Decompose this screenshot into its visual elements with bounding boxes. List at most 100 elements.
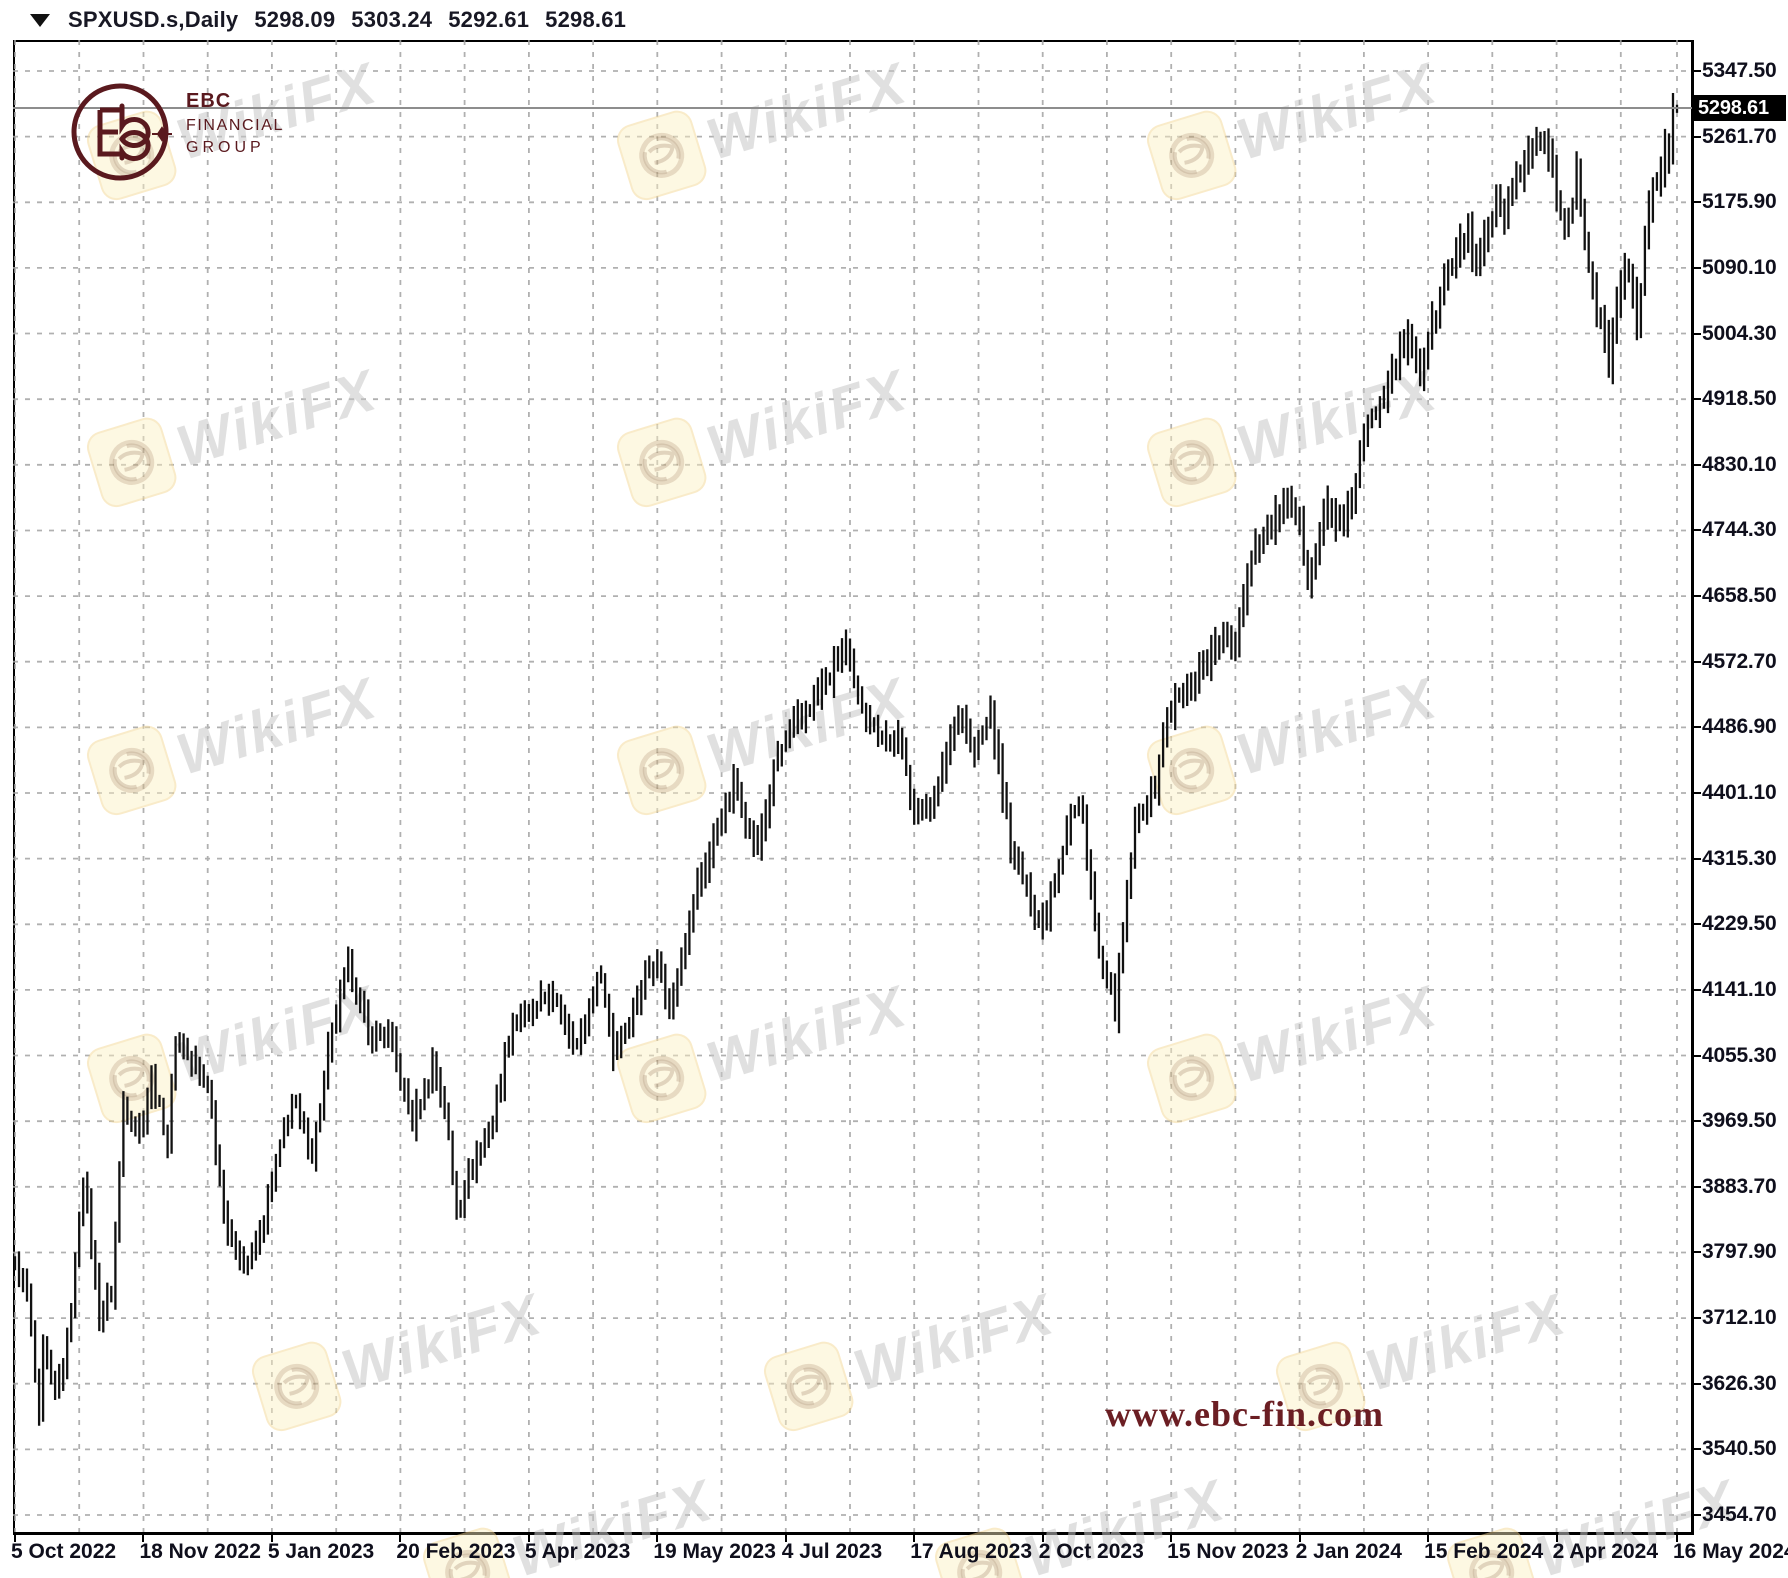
price-axis-label: 3712.10 [1702, 1306, 1777, 1330]
time-axis-tick [399, 1532, 402, 1542]
time-axis-label: 5 Apr 2023 [524, 1540, 631, 1563]
wikifx-eagle-icon [930, 1523, 1029, 1578]
current-price-tag: 5298.61 [1693, 95, 1786, 122]
time-axis-tick [270, 1532, 273, 1542]
wikifx-watermark-text: WikiFX [699, 973, 914, 1096]
price-axis-label: 5090.10 [1702, 255, 1777, 279]
wikifx-watermark: WikiFX [612, 967, 916, 1128]
wikifx-watermark: WikiFX [1142, 967, 1446, 1128]
wikifx-eagle-icon [612, 413, 711, 512]
wikifx-eagle-icon [247, 1337, 346, 1436]
wikifx-watermark: WikiFX [247, 1275, 551, 1436]
ebc-wordmark-line1: EBC [186, 90, 232, 112]
wikifx-eagle-icon [1442, 1523, 1541, 1578]
wikifx-eagle-icon [612, 106, 711, 205]
price-axis-label: 3626.30 [1702, 1371, 1777, 1395]
price-axis-tick [1692, 1317, 1701, 1320]
wikifx-watermark-text: WikiFX [334, 1281, 549, 1404]
time-axis-label: 2 Oct 2023 [1038, 1540, 1144, 1563]
ebc-wordmark-line2: FINANCIAL [186, 117, 284, 134]
time-axis-label: 20 Feb 2023 [396, 1540, 516, 1563]
time-axis-tick [1170, 1532, 1173, 1542]
time-axis-tick [1555, 1532, 1558, 1542]
time-axis-tick [14, 1532, 16, 1542]
wikifx-watermark: WikiFX [1442, 1461, 1746, 1578]
wikifx-watermark-text: WikiFX [1229, 357, 1444, 480]
symbol-period-label: SPXUSD.s,Daily [68, 7, 239, 32]
wikifx-watermark-text: WikiFX [169, 357, 384, 480]
price-axis-tick [1692, 1382, 1701, 1385]
wikifx-eagle-icon [82, 721, 181, 820]
time-axis-line[interactable] [13, 1532, 1694, 1535]
wikifx-watermark-text: WikiFX [699, 50, 914, 173]
wikifx-watermark-text: WikiFX [1358, 1281, 1573, 1404]
time-axis-tick [656, 1532, 659, 1542]
ebc-monogram-icon [71, 83, 172, 181]
price-axis-tick [1692, 135, 1701, 138]
price-axis-tick [1692, 857, 1701, 860]
price-axis-tick [1692, 988, 1701, 991]
time-axis-label: 5 Oct 2022 [11, 1540, 117, 1563]
ebc-logo: EBC FINANCIAL GROUP [68, 78, 368, 184]
price-axis-label: 3797.90 [1702, 1240, 1777, 1264]
wikifx-watermark: WikiFX [612, 44, 916, 205]
wikifx-eagle-icon [418, 1523, 517, 1578]
price-axis-tick [1692, 1054, 1701, 1057]
wikifx-watermark: WikiFX [1142, 44, 1446, 205]
price-axis-tick [1692, 201, 1701, 204]
wikifx-watermark-text: WikiFX [1229, 665, 1444, 788]
price-axis-line[interactable] [1691, 40, 1694, 1534]
price-axis-label: 4486.90 [1702, 715, 1777, 739]
ohlc-low-value: 5292.61 [448, 7, 530, 32]
wikifx-watermark: WikiFX [418, 1461, 722, 1578]
wikifx-watermark-text: WikiFX [169, 973, 384, 1096]
price-axis-label: 4744.30 [1702, 518, 1777, 542]
wikifx-watermark: WikiFX [1142, 659, 1446, 820]
wikifx-watermark-text: WikiFX [169, 665, 384, 788]
ohlc-open-value: 5298.09 [254, 7, 336, 32]
price-axis-label: 4658.50 [1702, 584, 1777, 608]
wikifx-eagle-icon [1142, 721, 1241, 820]
time-axis-tick [1676, 1532, 1678, 1542]
price-axis-label: 5004.30 [1702, 321, 1777, 345]
time-axis-tick [142, 1532, 145, 1542]
price-axis-tick [1692, 660, 1701, 663]
price-axis-tick [1692, 1185, 1701, 1188]
wikifx-eagle-icon [759, 1337, 858, 1436]
wikifx-watermark-text: WikiFX [1229, 50, 1444, 173]
price-axis-label: 5261.70 [1702, 124, 1777, 148]
chart-collapse-triangle-icon[interactable] [30, 13, 50, 27]
time-axis-tick [527, 1532, 530, 1542]
wikifx-watermark: WikiFX [1142, 351, 1446, 512]
price-axis-label: 4918.50 [1702, 387, 1777, 411]
price-axis-label: 4229.50 [1702, 912, 1777, 936]
price-axis-label: 3883.70 [1702, 1174, 1777, 1198]
price-axis-label: 4830.10 [1702, 452, 1777, 476]
wikifx-watermark: WikiFX [82, 967, 386, 1128]
price-axis-label: 4401.10 [1702, 781, 1777, 804]
price-axis-tick [1692, 529, 1701, 532]
price-axis-tick [1692, 1120, 1701, 1123]
wikifx-watermark: WikiFX [612, 659, 916, 820]
time-axis-tick [784, 1532, 787, 1542]
wikifx-watermark: WikiFX [612, 351, 916, 512]
wikifx-eagle-icon [612, 721, 711, 820]
price-axis-tick [1692, 1251, 1701, 1254]
price-axis-tick [1692, 332, 1701, 335]
ebc-website-url: www.ebc-fin.com [1105, 1394, 1384, 1434]
wikifx-watermark: WikiFX [82, 351, 386, 512]
price-axis-tick [1692, 792, 1701, 794]
price-axis-tick [1692, 923, 1701, 926]
wikifx-watermark-text: WikiFX [699, 357, 914, 480]
price-axis-tick [1692, 398, 1701, 401]
time-axis-label: 5 Jan 2023 [267, 1540, 375, 1563]
wikifx-eagle-icon [612, 1029, 711, 1128]
price-axis-label: 4141.10 [1702, 977, 1777, 1001]
price-axis-label: 5347.50 [1702, 59, 1777, 82]
time-axis-label: 19 May 2023 [653, 1540, 776, 1563]
plot-border-top [13, 40, 1692, 42]
price-axis-label: 3454.70 [1702, 1503, 1777, 1526]
time-axis-tick [1041, 1532, 1044, 1542]
price-axis-tick [1692, 726, 1701, 729]
